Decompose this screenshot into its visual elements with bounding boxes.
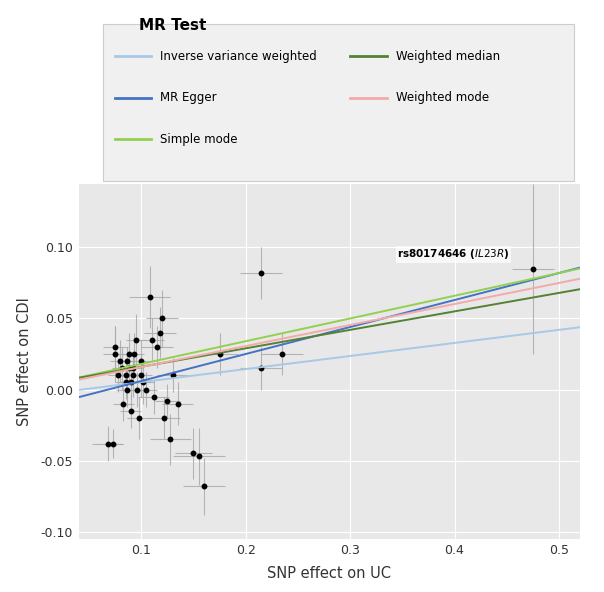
X-axis label: SNP effect on UC: SNP effect on UC bbox=[267, 565, 391, 581]
Y-axis label: SNP effect on CDI: SNP effect on CDI bbox=[17, 297, 32, 426]
Text: MR Egger: MR Egger bbox=[160, 91, 217, 104]
Text: MR Test: MR Test bbox=[139, 18, 207, 33]
Text: Inverse variance weighted: Inverse variance weighted bbox=[160, 50, 317, 63]
Text: Simple mode: Simple mode bbox=[160, 133, 237, 146]
Text: Weighted mode: Weighted mode bbox=[396, 91, 489, 104]
Text: Weighted median: Weighted median bbox=[396, 50, 500, 63]
Text: rs80174646 ($\it{IL23R}$): rs80174646 ($\it{IL23R}$) bbox=[397, 247, 509, 262]
